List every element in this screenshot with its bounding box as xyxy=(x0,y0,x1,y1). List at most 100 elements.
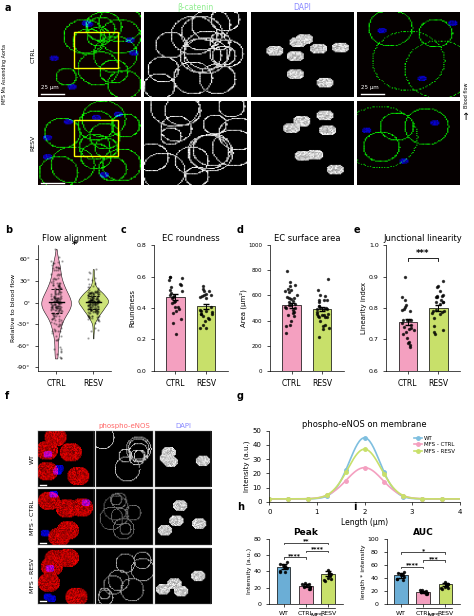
Point xyxy=(91,304,99,314)
Point xyxy=(169,292,176,302)
Point xyxy=(55,263,63,273)
Point xyxy=(51,300,59,310)
Point xyxy=(92,305,100,315)
Y-axis label: Linearity index: Linearity index xyxy=(361,282,367,334)
Point xyxy=(52,289,60,299)
Point xyxy=(92,304,100,314)
Point xyxy=(166,272,174,282)
Point xyxy=(94,298,102,307)
Point xyxy=(320,310,328,320)
Point xyxy=(52,274,60,283)
Point xyxy=(280,560,287,570)
MFS - CTRL xyxy=(266,495,272,503)
Point xyxy=(282,302,290,312)
Point xyxy=(54,335,61,345)
Point xyxy=(407,323,415,333)
Point xyxy=(48,260,56,270)
Point xyxy=(85,290,93,299)
Point xyxy=(94,315,102,325)
Point xyxy=(168,283,175,293)
Point xyxy=(88,293,96,302)
Point xyxy=(88,293,96,302)
Point xyxy=(306,582,314,592)
Point xyxy=(91,318,99,328)
Y-axis label: length * intensity: length * intensity xyxy=(361,544,366,599)
Point xyxy=(94,325,101,335)
Point xyxy=(399,575,407,585)
Point xyxy=(50,344,58,354)
Point xyxy=(403,315,411,325)
Point xyxy=(201,316,209,326)
Point xyxy=(316,316,324,326)
Point xyxy=(51,286,59,296)
Point xyxy=(88,293,95,303)
Point xyxy=(57,283,64,293)
Point xyxy=(286,320,294,330)
Point xyxy=(89,301,97,311)
Point xyxy=(57,293,65,302)
Point xyxy=(52,291,59,301)
Point xyxy=(93,299,100,309)
Point xyxy=(51,244,59,254)
Point xyxy=(410,325,418,334)
Point xyxy=(439,276,447,286)
Point xyxy=(90,296,97,306)
Y-axis label: Relative to blood flow: Relative to blood flow xyxy=(10,274,16,342)
Point xyxy=(48,326,55,336)
Text: ↑: ↑ xyxy=(462,112,470,122)
Point xyxy=(92,287,100,297)
Y-axis label: MFS - CTRL: MFS - CTRL xyxy=(30,500,35,535)
Point xyxy=(55,278,63,288)
Point xyxy=(169,318,176,328)
Point xyxy=(165,275,173,285)
Point xyxy=(54,298,62,307)
Point xyxy=(316,290,324,299)
Point xyxy=(440,307,448,317)
Point xyxy=(438,291,446,301)
Point xyxy=(399,570,406,580)
Point xyxy=(171,302,178,312)
Point xyxy=(430,326,438,336)
Point xyxy=(90,290,97,300)
Point xyxy=(166,290,173,300)
Point xyxy=(402,327,410,337)
Point xyxy=(438,585,446,594)
Point xyxy=(323,304,330,314)
Point xyxy=(88,300,96,310)
Point xyxy=(289,307,297,317)
Y-axis label: Intensity (a.u.): Intensity (a.u.) xyxy=(243,440,250,492)
Point xyxy=(88,326,95,336)
MFS - RESV xyxy=(317,494,323,501)
Point xyxy=(317,303,324,313)
Point xyxy=(178,280,185,290)
Point xyxy=(433,306,440,315)
Point xyxy=(52,309,59,319)
Point xyxy=(94,304,102,314)
Point xyxy=(85,302,93,312)
WT xyxy=(266,495,272,503)
Point xyxy=(91,298,99,307)
Bar xyxy=(399,322,417,560)
Point xyxy=(87,305,95,315)
Point xyxy=(300,582,308,591)
Bar xyxy=(439,585,452,604)
Point xyxy=(86,312,93,322)
Point xyxy=(54,334,61,344)
Point xyxy=(171,298,178,307)
Point xyxy=(58,306,65,316)
Y-axis label: Area (μm²): Area (μm²) xyxy=(240,289,247,327)
Point xyxy=(91,306,99,315)
Point xyxy=(84,293,92,302)
Point xyxy=(316,301,323,310)
Point xyxy=(401,272,409,282)
Point xyxy=(55,282,63,291)
Bar xyxy=(283,306,301,371)
Point xyxy=(94,284,102,294)
Point xyxy=(89,292,97,302)
Point xyxy=(441,577,449,586)
Point xyxy=(84,307,92,317)
Point xyxy=(84,314,92,324)
Point xyxy=(48,302,56,312)
Point xyxy=(178,286,186,296)
Point xyxy=(88,294,96,304)
